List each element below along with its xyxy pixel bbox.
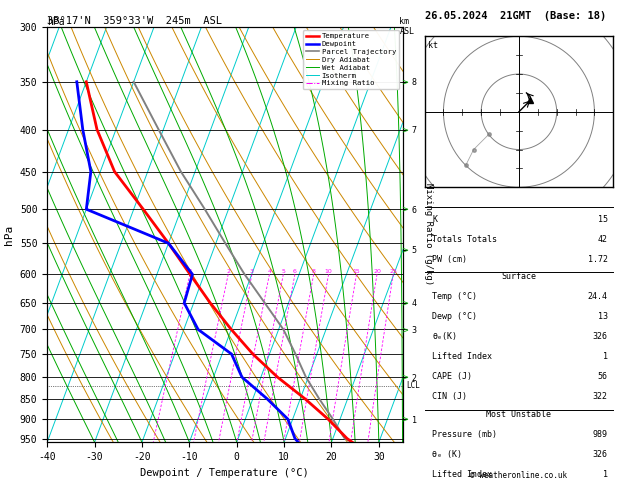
Text: 2: 2 [226, 269, 230, 275]
Text: Dewp (°C): Dewp (°C) [432, 312, 477, 321]
Text: CAPE (J): CAPE (J) [432, 372, 472, 382]
Text: 1: 1 [188, 269, 192, 275]
Text: K: K [432, 215, 437, 224]
Text: >: > [401, 125, 408, 134]
Text: 3B°17'N  359°33'W  245m  ASL: 3B°17'N 359°33'W 245m ASL [47, 16, 222, 26]
Text: 326: 326 [593, 332, 608, 341]
Text: 56: 56 [598, 372, 608, 382]
Text: Lifted Index: Lifted Index [432, 352, 492, 362]
Text: 1.72: 1.72 [587, 255, 608, 264]
Text: hPa: hPa [47, 17, 65, 27]
Text: PW (cm): PW (cm) [432, 255, 467, 264]
Text: 15: 15 [598, 215, 608, 224]
Y-axis label: hPa: hPa [4, 225, 14, 244]
Text: θₑ (K): θₑ (K) [432, 450, 462, 459]
Y-axis label: Mixing Ratio (g/kg): Mixing Ratio (g/kg) [424, 183, 433, 286]
Text: Lifted Index: Lifted Index [432, 470, 492, 479]
Text: km
ASL: km ASL [399, 17, 415, 36]
Text: kt: kt [428, 41, 438, 50]
Text: 989: 989 [593, 430, 608, 439]
Legend: Temperature, Dewpoint, Parcel Trajectory, Dry Adiabat, Wet Adiabat, Isotherm, Mi: Temperature, Dewpoint, Parcel Trajectory… [303, 30, 399, 89]
Text: 1: 1 [603, 470, 608, 479]
Text: 25: 25 [389, 269, 397, 275]
Text: θₑ(K): θₑ(K) [432, 332, 457, 341]
X-axis label: Dewpoint / Temperature (°C): Dewpoint / Temperature (°C) [140, 468, 309, 478]
Text: Temp (°C): Temp (°C) [432, 292, 477, 301]
Text: CIN (J): CIN (J) [432, 393, 467, 401]
Text: >: > [401, 325, 408, 334]
Text: 4: 4 [267, 269, 271, 275]
Text: Most Unstable: Most Unstable [486, 410, 552, 419]
Text: 3: 3 [250, 269, 254, 275]
Text: Surface: Surface [501, 272, 537, 281]
Text: 24.4: 24.4 [587, 292, 608, 301]
Text: Pressure (mb): Pressure (mb) [432, 430, 497, 439]
Text: 20: 20 [373, 269, 381, 275]
Text: 322: 322 [593, 393, 608, 401]
Text: 13: 13 [598, 312, 608, 321]
Text: >: > [401, 245, 408, 254]
Text: 6: 6 [293, 269, 297, 275]
Text: 326: 326 [593, 450, 608, 459]
Text: >: > [401, 415, 408, 424]
Text: 15: 15 [353, 269, 360, 275]
Text: 42: 42 [598, 235, 608, 244]
Text: 26.05.2024  21GMT  (Base: 18): 26.05.2024 21GMT (Base: 18) [425, 11, 606, 21]
Text: 10: 10 [325, 269, 333, 275]
Text: >: > [401, 373, 408, 382]
Text: >: > [401, 77, 408, 87]
Text: 8: 8 [312, 269, 316, 275]
Text: 1: 1 [603, 352, 608, 362]
Text: © weatheronline.co.uk: © weatheronline.co.uk [470, 471, 567, 480]
Text: Totals Totals: Totals Totals [432, 235, 497, 244]
Text: >: > [401, 298, 408, 308]
Text: >: > [401, 205, 408, 214]
Text: LCL: LCL [406, 382, 420, 390]
Text: 5: 5 [281, 269, 285, 275]
